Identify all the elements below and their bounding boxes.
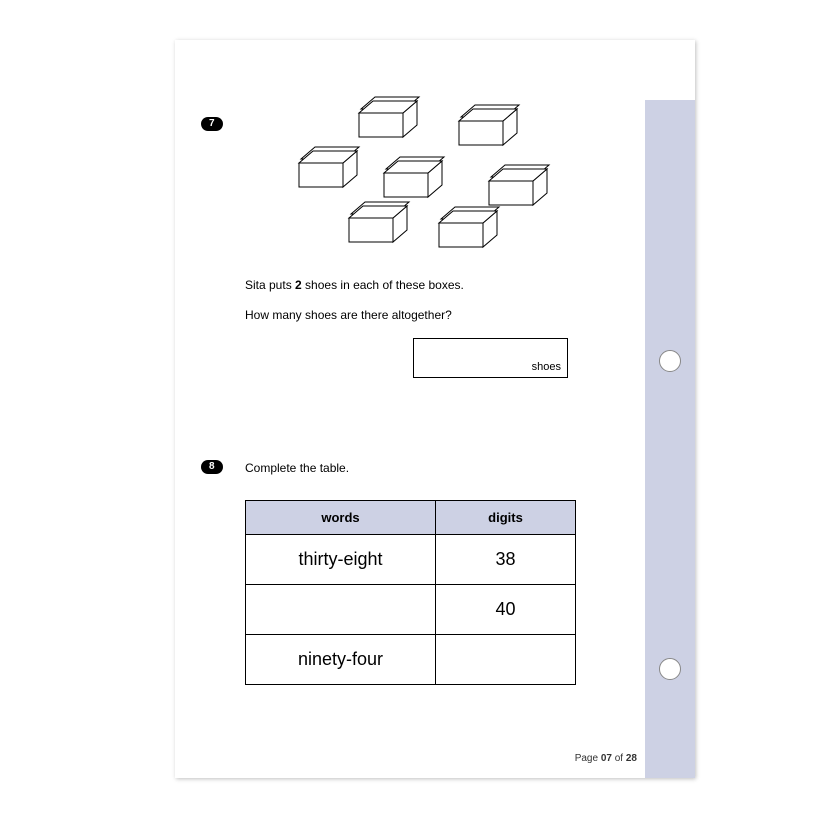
page-total: 28 (626, 753, 637, 764)
page-current: 07 (601, 753, 612, 764)
question-number-badge: 8 (201, 460, 223, 474)
cell-words[interactable] (246, 585, 436, 635)
box-icon (345, 200, 415, 245)
box-icon (485, 163, 555, 208)
table-header-row: words digits (246, 501, 576, 535)
answer-input-box[interactable]: shoes (413, 338, 568, 378)
column-header-digits: digits (436, 501, 576, 535)
punch-hole-icon (659, 658, 681, 680)
text-segment: Sita puts (245, 278, 295, 292)
cell-digits[interactable] (436, 635, 576, 685)
cell-digits[interactable]: 40 (436, 585, 576, 635)
page-prefix: Page (575, 753, 601, 764)
text-bold: 2 (295, 278, 302, 292)
question-text: Complete the table. (245, 461, 349, 475)
question-number-badge: 7 (201, 117, 223, 131)
words-digits-table: words digits thirty-eight 38 40 ninety-f… (245, 500, 576, 685)
box-icon (380, 155, 450, 200)
table-row: 40 (246, 585, 576, 635)
page-number: Page 07 of 28 (575, 753, 637, 764)
table-row: thirty-eight 38 (246, 535, 576, 585)
question-text: Sita puts 2 shoes in each of these boxes… (245, 278, 464, 292)
box-icon (295, 145, 365, 190)
box-icon (435, 205, 505, 250)
text-segment: shoes in each of these boxes. (302, 278, 464, 292)
question-text: How many shoes are there altogether? (245, 308, 452, 322)
boxes-illustration (285, 95, 565, 255)
page-of: of (612, 753, 626, 764)
cell-words[interactable]: thirty-eight (246, 535, 436, 585)
cell-digits[interactable]: 38 (436, 535, 576, 585)
worksheet-page: 7 Sita puts 2 shoes in each (175, 40, 695, 778)
box-icon (455, 103, 525, 148)
table-row: ninety-four (246, 635, 576, 685)
punch-hole-icon (659, 350, 681, 372)
column-header-words: words (246, 501, 436, 535)
box-icon (355, 95, 425, 140)
answer-unit-label: shoes (532, 361, 561, 373)
cell-words[interactable]: ninety-four (246, 635, 436, 685)
